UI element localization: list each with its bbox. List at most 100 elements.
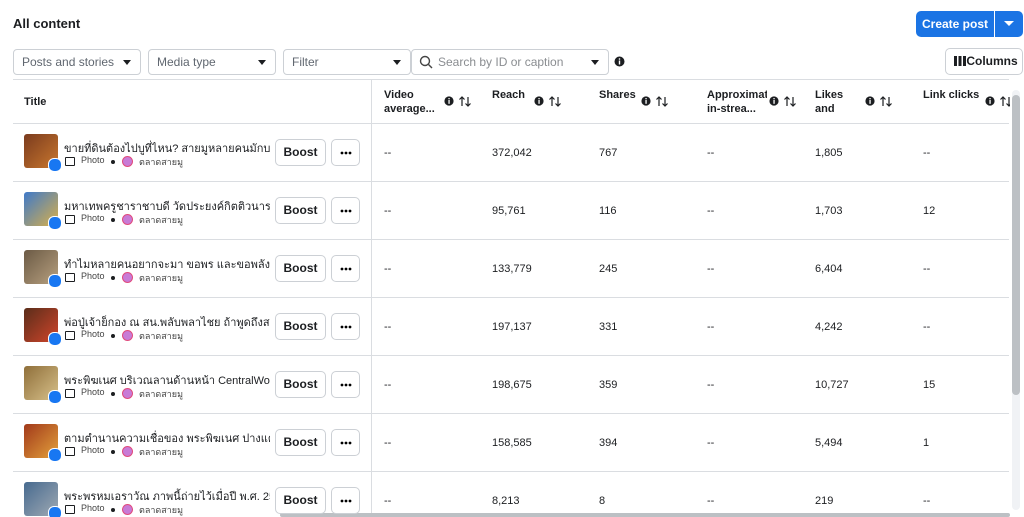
facebook-badge	[48, 158, 62, 172]
metric-value: --	[707, 321, 715, 333]
dot	[111, 276, 115, 280]
media-type: Photo	[81, 213, 105, 223]
metric-value: --	[923, 495, 931, 507]
metric-value: --	[923, 147, 931, 159]
metric-value: --	[707, 147, 715, 159]
media-type: Photo	[81, 387, 105, 397]
posts-dropdown[interactable]: Posts and stories	[13, 49, 141, 75]
metric-value: 5,494	[815, 437, 843, 449]
column-header[interactable]: Approximate in-strea...	[707, 89, 767, 115]
photo-icon	[65, 447, 75, 456]
metric-value: 12	[923, 205, 936, 217]
more-button[interactable]	[331, 371, 360, 398]
filter-dropdown[interactable]: Filter	[283, 49, 411, 75]
more-button[interactable]	[331, 139, 360, 166]
metric-value: 133,779	[492, 263, 532, 275]
search-input[interactable]: Search by ID or caption	[411, 49, 609, 75]
metric-value: 15	[923, 379, 936, 391]
metric-value: 219	[815, 495, 834, 507]
media-type: Photo	[81, 445, 105, 455]
metric-value: --	[384, 263, 392, 275]
metric-value: --	[384, 147, 392, 159]
metric-value: --	[384, 437, 392, 449]
boost-button[interactable]: Boost	[275, 371, 326, 398]
photo-icon	[65, 331, 75, 340]
column-header[interactable]: Video average...	[384, 89, 435, 115]
post-title[interactable]: มหาเทพครูชาราชาบดี วัดประยงค์กิตติวนาราม…	[64, 201, 270, 213]
row-divider	[13, 239, 1009, 240]
info-icon	[614, 56, 625, 67]
metric-value: 158,585	[492, 437, 532, 449]
photo-icon	[65, 215, 75, 224]
boost-button[interactable]: Boost	[275, 197, 326, 224]
metric-value: 331	[599, 321, 618, 333]
columns-button[interactable]: Columns	[945, 48, 1023, 75]
boost-button[interactable]: Boost	[275, 313, 326, 340]
facebook-badge	[48, 448, 62, 462]
post-title[interactable]: พระพิฆเนศ บริเวณลานด้านหน้า CentralWorld…	[64, 375, 270, 387]
more-button[interactable]	[331, 197, 360, 224]
boost-button[interactable]: Boost	[275, 255, 326, 282]
page-avatar	[122, 388, 133, 399]
more-button[interactable]	[331, 255, 360, 282]
post-title[interactable]: พ่อปู่เจ้าย็กอง ณ สน.พลับพลาไชย ถ้าพูดถึ…	[64, 317, 270, 329]
metric-value: --	[923, 263, 931, 275]
page-name: ตลาดสายมู	[139, 157, 184, 167]
page-avatar	[122, 504, 133, 515]
metric-value: --	[707, 437, 715, 449]
metric-value: 198,675	[492, 379, 532, 391]
metric-value: 10,727	[815, 379, 849, 391]
post-title[interactable]: ตามตำนานความเชื่อของ พระพิฆเนศ ปางแดด จั…	[64, 433, 270, 445]
metric-value: 1,703	[815, 205, 843, 217]
column-header: Title	[24, 96, 47, 108]
header-icons	[534, 96, 561, 107]
boost-button[interactable]: Boost	[275, 139, 326, 166]
metric-value: 394	[599, 437, 618, 449]
dot	[111, 508, 115, 512]
boost-button[interactable]: Boost	[275, 429, 326, 456]
metric-value: --	[384, 379, 392, 391]
row-divider	[13, 355, 1009, 356]
metric-value: --	[707, 205, 715, 217]
facebook-badge	[48, 506, 62, 517]
page-avatar	[122, 446, 133, 457]
more-button[interactable]	[331, 487, 360, 514]
boost-button[interactable]: Boost	[275, 487, 326, 514]
create-post-menu[interactable]	[995, 11, 1023, 37]
column-header[interactable]: Likes and reactions	[815, 89, 844, 115]
metric-value: 767	[599, 147, 618, 159]
metric-value: 197,137	[492, 321, 532, 333]
header-icons	[444, 96, 471, 107]
page-name: ตลาดสายมู	[139, 505, 184, 515]
column-header[interactable]: Shares	[599, 89, 636, 101]
search-icon	[419, 55, 433, 69]
more-button[interactable]	[331, 429, 360, 456]
metric-value: 1	[923, 437, 930, 449]
post-title[interactable]: ขายที่ดินต้องไปบูที่ไหน? สายมูหลายคนมักบ…	[64, 143, 270, 155]
page-name: ตลาดสายมู	[139, 447, 184, 457]
more-button[interactable]	[331, 313, 360, 340]
post-title[interactable]: พระพรหมเอราวัณ ภาพนี้ถ่ายไว้เมื่อปี พ.ศ.…	[64, 491, 270, 503]
header-icons	[641, 96, 668, 107]
photo-icon	[65, 505, 75, 514]
metric-value: 359	[599, 379, 618, 391]
media-dropdown[interactable]: Media type	[148, 49, 276, 75]
page-avatar	[122, 214, 133, 225]
metric-value: 95,761	[492, 205, 526, 217]
column-header[interactable]: Link clicks	[923, 89, 980, 101]
metric-value: 8	[599, 495, 606, 507]
metric-value: 6,404	[815, 263, 843, 275]
metric-value: --	[384, 321, 392, 333]
row-divider	[13, 123, 1009, 124]
photo-icon	[65, 273, 75, 282]
dot	[111, 450, 115, 454]
media-type: Photo	[81, 155, 105, 165]
page-name: ตลาดสายมู	[139, 273, 184, 283]
column-header[interactable]: Reach	[492, 89, 526, 101]
metric-value: 4,242	[815, 321, 843, 333]
post-title[interactable]: ทำไมหลายคนอยากจะมา ขอพร และขอพลังบาร...	[64, 259, 270, 271]
metric-value: --	[707, 379, 715, 391]
create-post-button[interactable]: Create post	[921, 17, 989, 31]
